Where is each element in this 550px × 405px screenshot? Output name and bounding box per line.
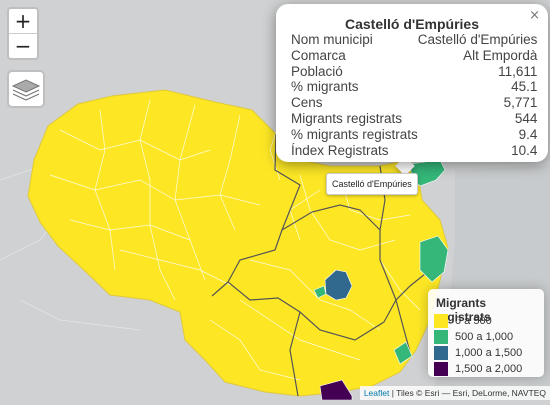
popup-value: 5,771 bbox=[503, 95, 538, 111]
popup-row: Població 11,611 bbox=[291, 64, 537, 80]
legend-swatch bbox=[434, 314, 448, 329]
municipality-borders bbox=[49, 99, 421, 381]
popup-table: Nom municipi Castelló d'Empúries Comarca A… bbox=[291, 32, 537, 158]
popup-row: Cens 5,771 bbox=[291, 95, 537, 111]
popup-label: Comarca bbox=[291, 47, 346, 63]
popup-row: % migrants 45.1 bbox=[291, 79, 537, 95]
popup-label: Migrants registrats bbox=[291, 110, 403, 126]
municipality-purple[interactable] bbox=[319, 379, 353, 401]
legend-swatch bbox=[434, 346, 448, 361]
legend-item: 0 a 500 bbox=[434, 313, 492, 329]
comarca-borders bbox=[211, 133, 431, 397]
legend: Migrants registrats 0 a 500 500 a 1,000 … bbox=[428, 289, 544, 377]
legend-label: 500 a 1,000 bbox=[455, 331, 514, 343]
legend-item: 500 a 1,000 bbox=[434, 329, 513, 345]
layers-icon bbox=[11, 79, 41, 101]
popup-value: Alt Empordà bbox=[463, 47, 538, 63]
popup-value: 544 bbox=[514, 110, 538, 126]
info-popup: × Castelló d'Empúries Nom municipi Castel… bbox=[276, 4, 548, 162]
layers-button[interactable] bbox=[7, 70, 45, 108]
popup-row: Comarca Alt Empordà bbox=[291, 48, 537, 64]
municipality-coast-green[interactable] bbox=[419, 235, 449, 283]
municipality-high[interactable] bbox=[324, 269, 353, 301]
attribution: Leaflet | Tiles © Esri — Esri, DeLorme, … bbox=[359, 386, 550, 400]
legend-title: Migrants registrats bbox=[436, 296, 491, 324]
popup-label: % migrants bbox=[291, 79, 359, 95]
legend-swatch bbox=[434, 362, 448, 377]
leaflet-link[interactable]: Leaflet bbox=[363, 388, 390, 398]
popup-label: % migrants registrats bbox=[291, 126, 418, 142]
legend-label: 1,000 a 1,500 bbox=[455, 347, 523, 359]
municipality-mid[interactable] bbox=[313, 285, 327, 299]
popup-value: 10.4 bbox=[511, 142, 538, 158]
popup-label: Cens bbox=[291, 95, 323, 111]
popup-title: Castelló d'Empúries bbox=[344, 16, 480, 32]
popup-value: 9.4 bbox=[518, 126, 538, 142]
legend-item: 1,500 a 2,000 bbox=[434, 361, 522, 377]
zoom-in-button[interactable]: + bbox=[14, 9, 32, 33]
popup-value: 11,611 bbox=[498, 63, 538, 79]
zoom-control: + − bbox=[7, 7, 39, 60]
close-icon[interactable]: × bbox=[529, 8, 540, 23]
tiles-credit: | Tiles © Esri — Esri, DeLorme, NAVTEQ bbox=[391, 388, 546, 398]
zoom-out-button[interactable]: − bbox=[9, 33, 37, 58]
popup-value: 45.1 bbox=[511, 79, 538, 95]
legend-label: 0 a 500 bbox=[455, 315, 492, 327]
popup-label: Nom municipi bbox=[291, 32, 373, 47]
popup-row: Nom municipi Castelló d'Empúries bbox=[291, 32, 537, 48]
legend-label: 1,500 a 2,000 bbox=[455, 363, 523, 375]
municipality-south-green[interactable] bbox=[393, 341, 413, 365]
legend-swatch bbox=[434, 330, 448, 345]
municipality-tooltip: Castelló d'Empúries bbox=[326, 173, 418, 195]
popup-row: Índex Registrats 10.4 bbox=[291, 143, 537, 159]
popup-value: Castelló d'Empúries bbox=[417, 32, 538, 47]
legend-item: 1,000 a 1,500 bbox=[434, 345, 522, 361]
popup-row: Migrants registrats 544 bbox=[291, 111, 537, 127]
popup-row: % migrants registrats 9.4 bbox=[291, 127, 537, 143]
popup-label: Població bbox=[291, 63, 343, 79]
popup-label: Índex Registrats bbox=[291, 142, 389, 158]
